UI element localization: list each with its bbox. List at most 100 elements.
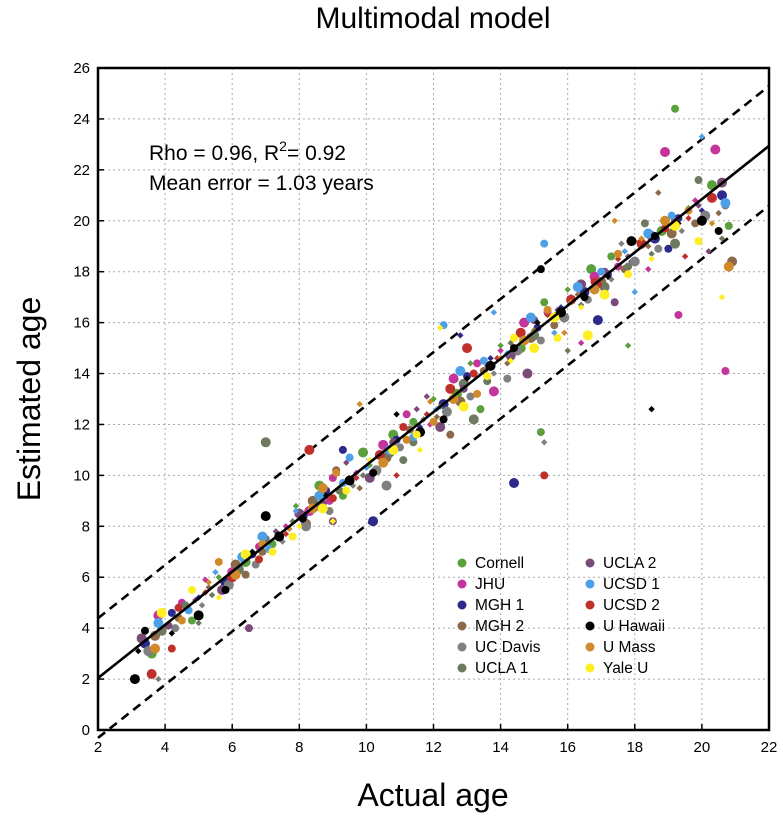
legend: Cornell JHU MGH 1 MGH 2 UC Davis UCLA 1 UCLA 2… [457, 555, 665, 677]
data-point [718, 293, 726, 301]
data-point [462, 343, 473, 354]
data-point [195, 619, 202, 627]
data-point [479, 356, 488, 365]
data-point [473, 359, 482, 368]
data-point [296, 523, 303, 530]
data-point [715, 209, 722, 217]
y-tick-label: 14 [73, 366, 90, 383]
stats-annotation-suffix: = 0.92 [287, 142, 346, 165]
data-point [473, 389, 482, 398]
data-point [483, 372, 492, 381]
data-point [648, 250, 655, 258]
data-point [329, 518, 337, 525]
data-point [723, 261, 734, 272]
x-axis-label: Actual age [357, 777, 508, 813]
data-point [507, 357, 514, 365]
legend-label: MGH 1 [475, 597, 524, 614]
y-tick-label: 18 [73, 264, 90, 281]
data-point [667, 211, 676, 220]
data-point [666, 228, 677, 239]
data-point [685, 215, 692, 222]
data-point [721, 366, 730, 375]
data-point [638, 235, 645, 242]
fit-line [97, 144, 770, 680]
data-point [393, 411, 400, 418]
data-point [413, 405, 420, 413]
data-point [540, 298, 549, 307]
data-point [342, 486, 351, 495]
data-point [490, 309, 498, 316]
data-point [167, 608, 176, 617]
data-point [260, 437, 271, 448]
data-point [640, 219, 649, 228]
data-point [429, 417, 438, 426]
legend-marker [457, 558, 467, 568]
stats-annotation-superscript: 2 [279, 138, 287, 154]
data-point [244, 624, 253, 633]
legend-label: JHU [475, 576, 505, 593]
upper-band-line [97, 85, 770, 620]
data-point [540, 239, 549, 248]
data-point [150, 643, 161, 654]
data-point [534, 319, 541, 326]
data-point [359, 472, 367, 479]
legend-label: Cornell [475, 555, 524, 572]
y-tick-label: 26 [73, 60, 90, 77]
data-point [720, 197, 731, 208]
data-point [708, 220, 716, 227]
lower-band-line [97, 204, 770, 739]
legend-marker [585, 579, 595, 589]
legend-label: U Hawaii [603, 618, 665, 635]
data-point [618, 240, 625, 247]
legend-marker [585, 621, 595, 631]
data-point [345, 453, 354, 462]
x-tick-label: 2 [94, 739, 102, 756]
data-point [338, 445, 347, 454]
data-point [156, 607, 167, 618]
data-point [446, 430, 455, 439]
data-point [174, 603, 183, 612]
legend-marker [585, 642, 595, 652]
data-point [614, 249, 623, 258]
data-point [607, 252, 616, 261]
data-point [717, 190, 728, 201]
data-point [260, 511, 271, 522]
y-tick-label: 8 [82, 518, 90, 535]
data-point [378, 457, 389, 468]
data-point [710, 144, 721, 155]
data-point [155, 675, 162, 683]
data-point [358, 447, 369, 458]
y-tick-label: 22 [73, 162, 90, 179]
y-axis-label: Estimated age [11, 297, 47, 502]
data-point [356, 400, 363, 408]
x-tick-label: 10 [358, 739, 375, 756]
data-point [469, 369, 478, 378]
data-point [416, 446, 424, 454]
data-point [577, 339, 585, 347]
data-point [146, 668, 157, 679]
data-point [221, 585, 230, 594]
data-point [292, 507, 300, 515]
data-point [441, 406, 452, 417]
data-point [255, 555, 264, 564]
x-tick-label: 12 [425, 739, 442, 756]
data-point [629, 256, 640, 267]
data-point [681, 253, 689, 260]
legend-label: Yale U [603, 660, 648, 677]
data-point [402, 410, 411, 419]
legend-label: UCLA 2 [603, 555, 656, 572]
data-point [187, 616, 196, 625]
chart-title: Multimodal model [315, 2, 550, 35]
data-point [582, 330, 593, 341]
data-point [435, 422, 446, 433]
data-point [522, 368, 533, 379]
x-tick-label: 16 [559, 739, 576, 756]
data-point [695, 202, 702, 209]
x-tick-label: 22 [761, 739, 778, 756]
data-point [455, 365, 466, 376]
data-point [604, 273, 612, 280]
data-point [356, 484, 363, 492]
data-point [167, 644, 176, 653]
